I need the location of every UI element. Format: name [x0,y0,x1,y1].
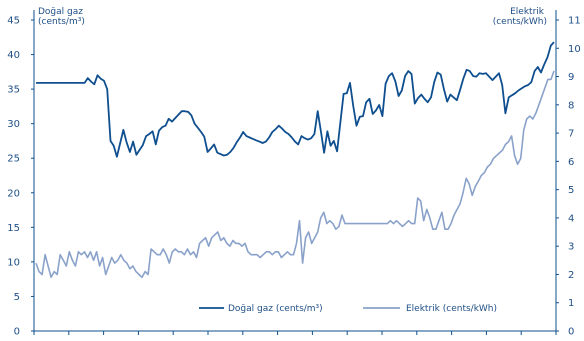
right-tick-label: 8 [568,100,574,111]
left-tick-label: 35 [7,85,20,96]
right-tick-label: 5 [568,185,574,196]
right-tick-label: 0 [568,327,574,338]
right-tick-label: 7 [568,129,574,140]
right-axis-title-line-2: (cents/kWh) [493,17,547,27]
left-tick-label: 45 [7,16,20,27]
series-line-gas [36,41,555,158]
left-tick-label: 10 [7,257,20,268]
right-tick-label: 4 [568,213,574,224]
right-tick-label: 1 [568,298,574,309]
right-tick-label: 3 [568,242,574,253]
left-tick-label: 20 [7,188,20,199]
left-axis-title-line-2: (cents/m³) [38,17,85,27]
left-tick-label: 30 [7,119,20,130]
left-axis-title-line-1: Doğal gaz [38,7,83,17]
axes [33,10,557,335]
left-tick-label: 5 [14,292,20,303]
left-tick-label: 40 [7,50,20,61]
series-layer [35,41,555,279]
right-tick-label: 6 [568,157,574,168]
right-axis-title-line-1: Elektrik [510,7,545,17]
series-line-elec [35,70,555,279]
right-tick-label: 11 [568,16,581,27]
legend: Doğal gaz (cents/m³) Elektrik (cents/kWh) [199,304,497,314]
right-tick-label: 9 [568,72,574,83]
legend-label-gas: Doğal gaz (cents/m³) [228,304,323,314]
left-tick-label: 15 [7,223,20,234]
left-tick-label: 0 [14,327,20,338]
right-axis-ticks: 0 1 2 3 4 5 6 7 8 9 10 11 [556,16,581,338]
legend-label-elec: Elektrik (cents/kWh) [406,304,497,314]
left-axis-title: Doğal gaz (cents/m³) [38,7,85,27]
left-tick-label: 25 [7,154,20,165]
right-axis-title: Elektrik (cents/kWh) [493,7,547,27]
right-tick-label: 10 [568,44,581,55]
right-tick-label: 2 [568,270,574,281]
left-axis-ticks: 0 5 10 15 20 25 30 35 40 45 [7,16,34,338]
